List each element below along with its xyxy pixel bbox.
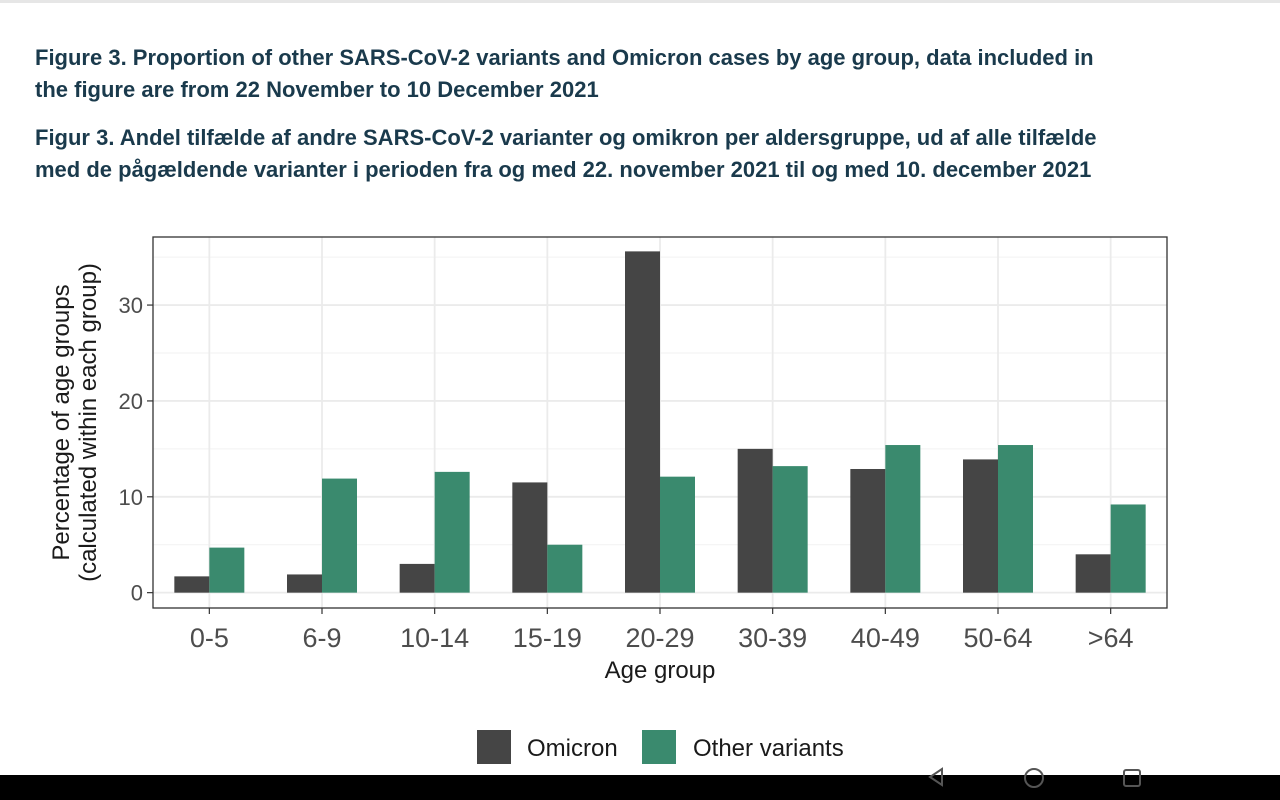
bar-other-variants bbox=[660, 476, 695, 593]
y-axis-title: Percentage of age groups (calculated wit… bbox=[48, 263, 102, 582]
bar-other-variants bbox=[547, 544, 583, 593]
bar-other-variants bbox=[434, 471, 470, 593]
caption-english: Figure 3. Proportion of other SARS-CoV-2… bbox=[35, 45, 1094, 102]
bar-omicron bbox=[1075, 554, 1111, 593]
android-navigation-bar bbox=[0, 767, 1280, 800]
legend-swatch-omicron bbox=[477, 730, 511, 764]
legend-swatch-other-variants bbox=[642, 730, 676, 764]
x-tick-label: 50-64 bbox=[963, 623, 1032, 653]
bar-omicron bbox=[399, 563, 435, 593]
legend: Omicron Other variants bbox=[477, 730, 844, 764]
bar-omicron bbox=[963, 459, 998, 593]
x-tick-label: 10-14 bbox=[400, 623, 469, 653]
bar-other-variants bbox=[209, 547, 245, 593]
caption-danish: Figur 3. Andel tilfælde af andre SARS-Co… bbox=[35, 125, 1097, 182]
recents-icon[interactable] bbox=[1122, 768, 1142, 788]
x-axis-ticks: 0-5 6-9 10-14 15-19 20-29 30-39 40-49 50-64 >64 bbox=[190, 608, 1134, 653]
bar-omicron bbox=[737, 448, 773, 593]
y-tick-label: 0 bbox=[131, 581, 143, 606]
x-tick-label: 15-19 bbox=[513, 623, 582, 653]
x-tick-label: 6-9 bbox=[302, 623, 341, 653]
legend-label-other-variants: Other variants bbox=[693, 735, 844, 762]
x-tick-label: 40-49 bbox=[851, 623, 920, 653]
x-tick-label: 20-29 bbox=[625, 623, 694, 653]
x-tick-label: 30-39 bbox=[738, 623, 807, 653]
bar-other-variants bbox=[322, 478, 357, 593]
y-tick-label: 10 bbox=[119, 485, 143, 510]
back-icon[interactable] bbox=[926, 767, 946, 787]
x-tick-label: 0-5 bbox=[190, 623, 229, 653]
bar-other-variants bbox=[1110, 504, 1146, 593]
bar-omicron bbox=[512, 482, 548, 593]
bar-chart: 0 10 20 30 0-5 6-9 10-14 15-19 20-29 30-39 40-49 5… bbox=[48, 236, 1168, 764]
bar-other-variants bbox=[998, 445, 1033, 593]
x-axis-title: Age group bbox=[605, 657, 716, 684]
bar-other-variants bbox=[772, 466, 808, 593]
bars bbox=[174, 251, 1146, 593]
bar-omicron bbox=[287, 574, 322, 593]
top-divider bbox=[0, 0, 1280, 3]
x-tick-label: >64 bbox=[1088, 623, 1134, 653]
bar-omicron bbox=[174, 576, 210, 593]
y-axis-title-line-2: (calculated within each group) bbox=[75, 263, 102, 582]
y-tick-label: 20 bbox=[119, 389, 143, 414]
bar-other-variants bbox=[885, 445, 921, 593]
bar-omicron bbox=[625, 251, 660, 593]
y-tick-label: 30 bbox=[119, 293, 143, 318]
legend-label-omicron: Omicron bbox=[527, 735, 618, 762]
y-axis-ticks: 0 10 20 30 bbox=[119, 293, 153, 606]
y-axis-title-line-1: Percentage of age groups bbox=[48, 284, 75, 560]
bar-omicron bbox=[850, 468, 886, 593]
home-icon[interactable] bbox=[1023, 767, 1045, 789]
